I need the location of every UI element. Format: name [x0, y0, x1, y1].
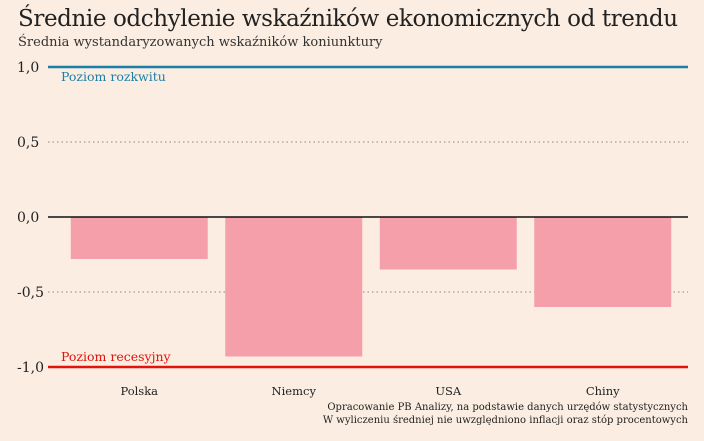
- y-axis-labels: 1,0 0,5 0,0 -0,5 -1,0: [17, 60, 44, 376]
- reference-lines: Poziom rozkwitu Poziom recesyjny: [48, 65, 688, 369]
- y-tick-label: 0,0: [17, 210, 39, 226]
- y-tick-label: -0,5: [17, 285, 44, 301]
- chart-title: Średnie odchylenie wskaźników ekonomiczn…: [18, 6, 678, 32]
- chart-subtitle: Średnia wystandaryzowanych wskaźników ko…: [18, 35, 383, 50]
- source-note: Opracowanie PB Analizy, na podstawie dan…: [323, 401, 688, 427]
- x-tick-label: Niemcy: [272, 384, 317, 398]
- y-tick-label: -1,0: [17, 360, 44, 376]
- y-tick-label: 1,0: [17, 60, 39, 76]
- reference-line-label: Poziom rozkwitu: [61, 69, 166, 84]
- x-tick-label: Polska: [120, 384, 158, 398]
- reference-line-label: Poziom recesyjny: [61, 349, 172, 364]
- bar-polska: [70, 217, 208, 259]
- y-tick-label: 0,5: [17, 135, 39, 151]
- x-tick-label: Chiny: [586, 384, 620, 398]
- source-line-1: Opracowanie PB Analizy, na podstawie dan…: [327, 402, 688, 413]
- x-axis-labels: Polska Niemcy USA Chiny: [120, 384, 620, 398]
- grid-lines: [48, 141, 688, 293]
- x-tick-label: USA: [435, 384, 462, 398]
- source-line-2: W wyliczeniu średniej nie uwzględniono i…: [322, 415, 688, 426]
- bar-chiny: [534, 217, 672, 307]
- bar-niemcy: [225, 217, 363, 357]
- bar-usa: [379, 217, 517, 270]
- bars: [70, 217, 672, 357]
